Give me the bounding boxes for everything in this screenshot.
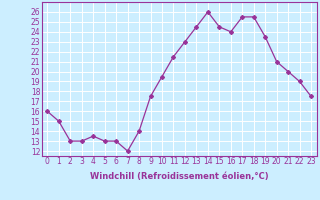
X-axis label: Windchill (Refroidissement éolien,°C): Windchill (Refroidissement éolien,°C)	[90, 172, 268, 181]
